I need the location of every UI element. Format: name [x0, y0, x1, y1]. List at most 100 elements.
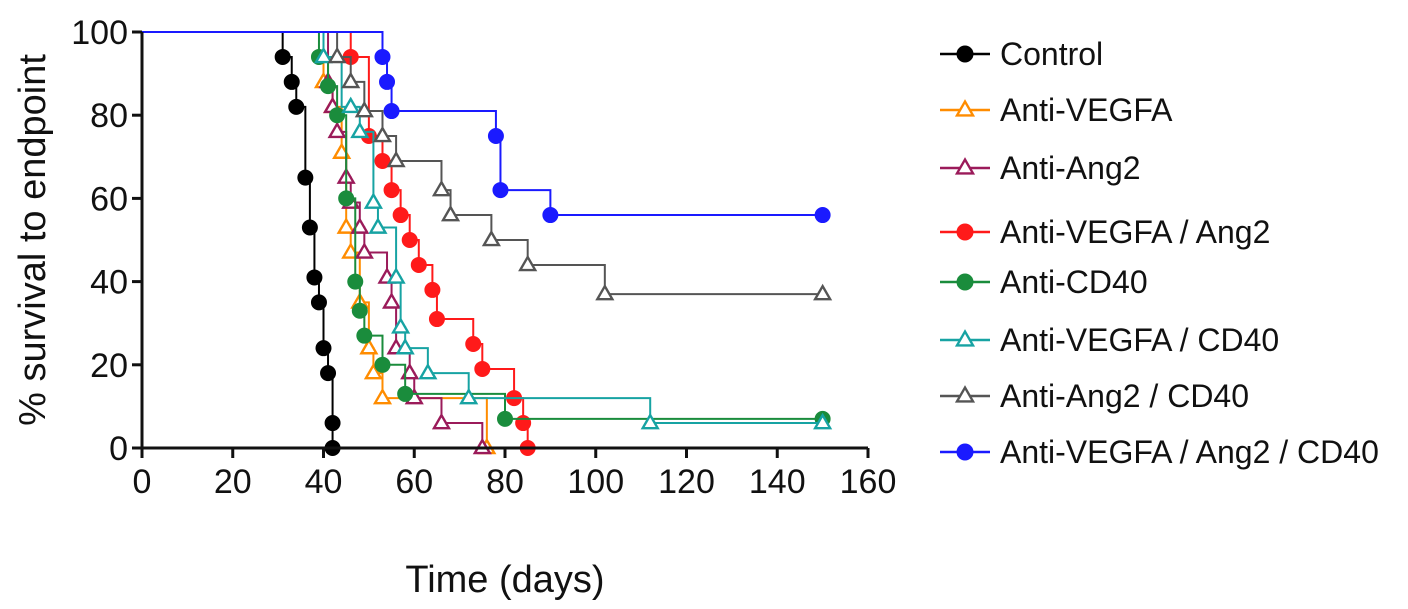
data-point: [327, 121, 347, 139]
data-point: [813, 283, 833, 301]
data-point: [386, 267, 406, 284]
series-line: [142, 31, 823, 296]
x-tick-label: 100: [567, 463, 624, 501]
legend-item: Anti-VEGFA / Ang2: [940, 214, 1270, 250]
y-tick-label: 40: [90, 264, 128, 302]
data-point: [497, 410, 513, 427]
data-point: [329, 107, 346, 124]
y-tick-label: 60: [90, 180, 128, 218]
data-point: [431, 179, 452, 197]
legend-marker: [954, 157, 976, 175]
x-tick-label: 120: [658, 463, 715, 501]
data-point: [372, 387, 393, 405]
data-point: [320, 365, 337, 382]
data-point: [310, 294, 327, 311]
y-tick-label: 100: [71, 14, 128, 52]
data-point: [320, 78, 337, 95]
data-point: [518, 254, 538, 272]
data-point: [297, 169, 314, 186]
x-tick-label: 40: [305, 463, 343, 501]
legend-item: Anti-VEGFA / CD40: [940, 322, 1279, 358]
series-0: [142, 31, 341, 456]
legend-marker: [954, 329, 976, 347]
data-point: [374, 152, 391, 169]
data-point: [350, 121, 370, 139]
y-tick-label: 80: [90, 97, 128, 135]
x-tick-label: 60: [395, 463, 433, 501]
x-axis-title: Time (days): [405, 559, 604, 601]
legend-item: Anti-CD40: [940, 264, 1148, 300]
series-3: [142, 31, 536, 456]
data-point: [336, 217, 356, 234]
data-point: [372, 125, 393, 143]
data-point: [363, 362, 383, 380]
data-point: [418, 362, 438, 380]
legend-marker: [954, 385, 976, 403]
series-line: [142, 31, 823, 425]
data-point: [315, 340, 332, 357]
legend-item: Anti-VEGFA / Ang2 / CD40: [940, 434, 1379, 470]
data-point: [324, 415, 341, 432]
series-2: [142, 31, 492, 455]
data-point: [351, 302, 368, 319]
data-point: [338, 190, 355, 207]
legend-marker: [956, 273, 974, 291]
series-line: [142, 31, 529, 448]
x-tick-label: 160: [840, 463, 897, 501]
legend-label: Anti-Ang2 / CD40: [1000, 378, 1249, 414]
x-tick-label: 140: [749, 463, 806, 501]
data-point: [306, 269, 323, 286]
x-tick-label: 80: [486, 463, 524, 501]
data-point: [356, 327, 373, 344]
series-line: [142, 31, 823, 217]
data-point: [283, 73, 300, 90]
legend-label: Anti-VEGFA / CD40: [1000, 322, 1279, 358]
legend-item: Anti-VEGFA: [940, 92, 1173, 128]
data-point: [397, 385, 414, 402]
data-point: [440, 204, 461, 222]
legend-marker: [954, 99, 976, 117]
data-point: [383, 103, 400, 120]
data-point: [459, 387, 479, 405]
data-point: [327, 46, 347, 64]
data-point: [515, 415, 532, 432]
legend-label: Anti-VEGFA: [1000, 92, 1173, 128]
data-point: [368, 217, 388, 234]
legend-item: Anti-Ang2: [940, 150, 1141, 186]
data-point: [481, 229, 501, 247]
data-point: [424, 281, 441, 298]
legend-label: Anti-VEGFA / Ang2 / CD40: [1000, 434, 1379, 470]
data-point: [401, 232, 418, 248]
data-point: [374, 48, 391, 65]
data-point: [359, 337, 379, 355]
legend-item: Anti-Ang2 / CD40: [940, 378, 1249, 414]
legend-label: Anti-CD40: [1000, 264, 1148, 300]
data-point: [492, 182, 509, 199]
data-point: [542, 207, 559, 224]
data-point: [354, 242, 374, 259]
legend-marker: [956, 45, 974, 63]
x-tick-label: 0: [133, 463, 152, 501]
legend-label: Control: [1000, 36, 1103, 72]
legend-marker: [956, 223, 974, 241]
data-point: [395, 337, 415, 355]
series-5: [142, 31, 833, 430]
data-point: [354, 100, 374, 118]
data-point: [391, 317, 411, 334]
data-point: [363, 192, 383, 209]
data-point: [465, 336, 482, 352]
data-point: [640, 412, 660, 430]
tick-group: 0 20 40 60 80 100 120 140 160 0 20 40 60 80 100: [71, 14, 896, 501]
legend-item: Control: [940, 36, 1103, 72]
data-point: [428, 311, 445, 328]
data-point: [313, 46, 334, 64]
data-point: [347, 273, 364, 290]
series-7: [142, 31, 831, 224]
data-point: [392, 207, 409, 224]
data-point: [381, 292, 402, 309]
data-point: [383, 182, 400, 199]
y-axis-title: % survival to endpoint: [12, 54, 54, 426]
legend-marker: [956, 443, 974, 461]
data-point: [379, 73, 396, 90]
data-point: [814, 207, 831, 224]
